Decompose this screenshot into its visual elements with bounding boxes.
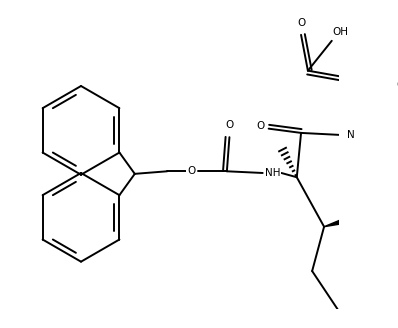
Text: NH: NH	[265, 168, 281, 178]
Text: N: N	[347, 131, 354, 140]
Text: O: O	[256, 121, 264, 131]
Text: OH: OH	[332, 27, 348, 37]
Text: O: O	[225, 120, 234, 130]
Polygon shape	[375, 52, 398, 83]
Polygon shape	[324, 213, 361, 227]
Text: O: O	[297, 18, 305, 28]
Text: O: O	[397, 80, 398, 90]
Text: O: O	[187, 166, 195, 176]
